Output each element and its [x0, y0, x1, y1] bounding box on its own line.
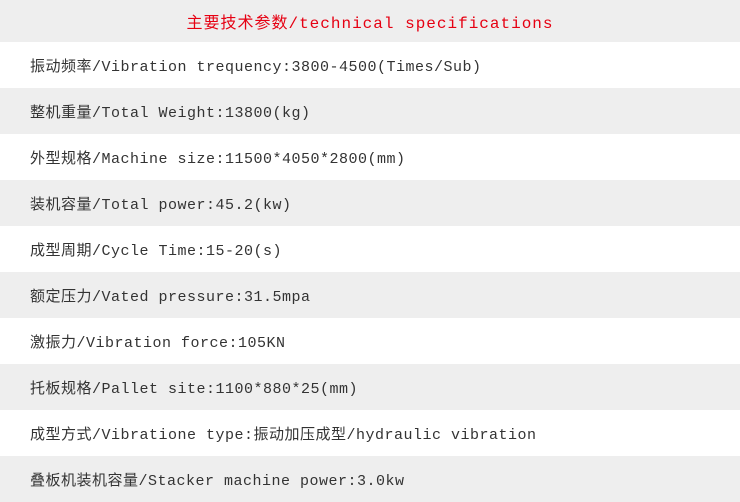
- spec-row: 激振力/Vibration force:105KN: [0, 318, 740, 364]
- spec-rows: 振动频率/Vibration trequency:3800-4500(Times…: [0, 42, 740, 502]
- table-header: 主要技术参数/technical specifications: [0, 0, 740, 42]
- spec-row: 成型周期/Cycle Time:15-20(s): [0, 226, 740, 272]
- spec-text: 成型方式/Vibratione type:振动加压成型/hydraulic vi…: [30, 423, 537, 444]
- spec-table: 主要技术参数/technical specifications 振动频率/Vib…: [0, 0, 740, 502]
- spec-row: 振动频率/Vibration trequency:3800-4500(Times…: [0, 42, 740, 88]
- spec-row: 外型规格/Machine size:11500*4050*2800(mm): [0, 134, 740, 180]
- spec-text: 叠板机装机容量/Stacker machine power:3.0kw: [30, 469, 405, 490]
- spec-row: 叠板机装机容量/Stacker machine power:3.0kw: [0, 456, 740, 502]
- spec-text: 整机重量/Total Weight:13800(kg): [30, 101, 311, 122]
- spec-text: 额定压力/Vated pressure:31.5mpa: [30, 285, 311, 306]
- spec-row: 托板规格/Pallet site:1100*880*25(mm): [0, 364, 740, 410]
- spec-row: 装机容量/Total power:45.2(kw): [0, 180, 740, 226]
- spec-text: 成型周期/Cycle Time:15-20(s): [30, 239, 282, 260]
- spec-row: 额定压力/Vated pressure:31.5mpa: [0, 272, 740, 318]
- spec-text: 托板规格/Pallet site:1100*880*25(mm): [30, 377, 358, 398]
- spec-row: 成型方式/Vibratione type:振动加压成型/hydraulic vi…: [0, 410, 740, 456]
- spec-text: 装机容量/Total power:45.2(kw): [30, 193, 292, 214]
- spec-row: 整机重量/Total Weight:13800(kg): [0, 88, 740, 134]
- header-title: 主要技术参数/technical specifications: [186, 9, 553, 33]
- spec-text: 振动频率/Vibration trequency:3800-4500(Times…: [30, 55, 482, 76]
- spec-text: 外型规格/Machine size:11500*4050*2800(mm): [30, 147, 406, 168]
- spec-text: 激振力/Vibration force:105KN: [30, 331, 286, 352]
